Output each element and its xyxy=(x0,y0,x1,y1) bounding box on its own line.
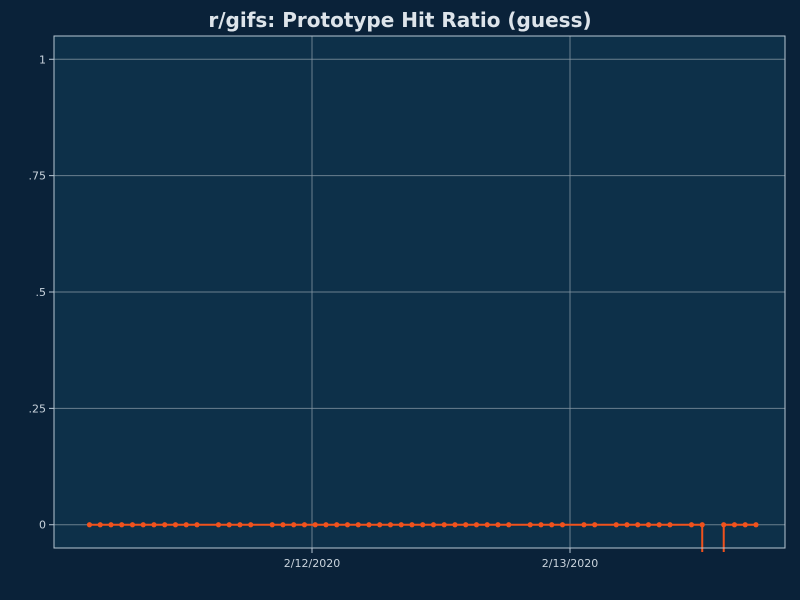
data-point xyxy=(635,522,641,528)
data-point xyxy=(215,522,222,528)
data-point xyxy=(441,522,447,528)
data-point xyxy=(355,522,361,528)
data-point xyxy=(699,522,705,528)
data-point xyxy=(645,522,652,528)
data-point xyxy=(527,522,533,528)
axes: 0 .25 .5 .75 1 2/12/2020 2/13/2020 xyxy=(29,53,599,570)
data-point xyxy=(463,522,469,528)
x-tick-label: 2/12/2020 xyxy=(284,557,340,570)
data-point xyxy=(721,522,727,528)
data-point xyxy=(119,522,125,528)
data-point xyxy=(753,522,759,528)
data-point xyxy=(624,522,630,528)
data-point xyxy=(366,522,372,528)
data-point xyxy=(323,522,329,528)
data-point xyxy=(398,522,404,528)
series-layer xyxy=(86,522,759,552)
y-tick-label: .25 xyxy=(29,402,47,415)
data-point xyxy=(344,522,351,528)
data-point xyxy=(452,522,458,528)
y-tick-label: 0 xyxy=(39,519,46,532)
data-point xyxy=(151,522,157,528)
y-tick-label: 1 xyxy=(39,53,46,66)
x-tick-label: 2/13/2020 xyxy=(542,557,598,570)
data-point xyxy=(409,522,415,528)
data-point xyxy=(430,522,437,528)
data-point xyxy=(162,522,168,528)
data-point xyxy=(656,522,662,528)
data-point xyxy=(97,522,103,528)
data-point xyxy=(108,522,114,528)
data-point xyxy=(194,522,200,528)
data-point xyxy=(280,522,286,528)
data-point xyxy=(291,522,297,528)
data-point xyxy=(140,522,146,528)
data-point xyxy=(334,522,340,528)
data-point xyxy=(581,522,587,528)
y-tick-label: .5 xyxy=(36,286,47,299)
data-point xyxy=(742,522,748,528)
data-point xyxy=(420,522,426,528)
data-point xyxy=(377,522,383,528)
data-point xyxy=(495,522,501,528)
y-tick-label: .75 xyxy=(29,170,47,183)
data-point xyxy=(731,522,738,528)
data-point xyxy=(549,522,555,528)
data-point xyxy=(129,522,136,528)
data-point xyxy=(301,522,308,528)
data-point xyxy=(172,522,179,528)
data-point xyxy=(538,522,544,528)
data-point xyxy=(248,522,254,528)
data-point xyxy=(688,522,695,528)
data-point xyxy=(312,522,318,528)
data-point xyxy=(559,522,566,528)
data-point xyxy=(269,522,275,528)
data-point xyxy=(484,522,490,528)
data-point xyxy=(667,522,673,528)
plot-border xyxy=(53,35,786,549)
data-point xyxy=(387,522,394,528)
data-point xyxy=(613,522,619,528)
data-point xyxy=(226,522,232,528)
data-point xyxy=(183,522,189,528)
data-point xyxy=(237,522,243,528)
data-point xyxy=(473,522,480,528)
chart-title: r/gifs: Prototype Hit Ratio (guess) xyxy=(208,8,591,32)
data-point xyxy=(86,522,93,528)
data-point xyxy=(506,522,512,528)
data-point xyxy=(592,522,598,528)
